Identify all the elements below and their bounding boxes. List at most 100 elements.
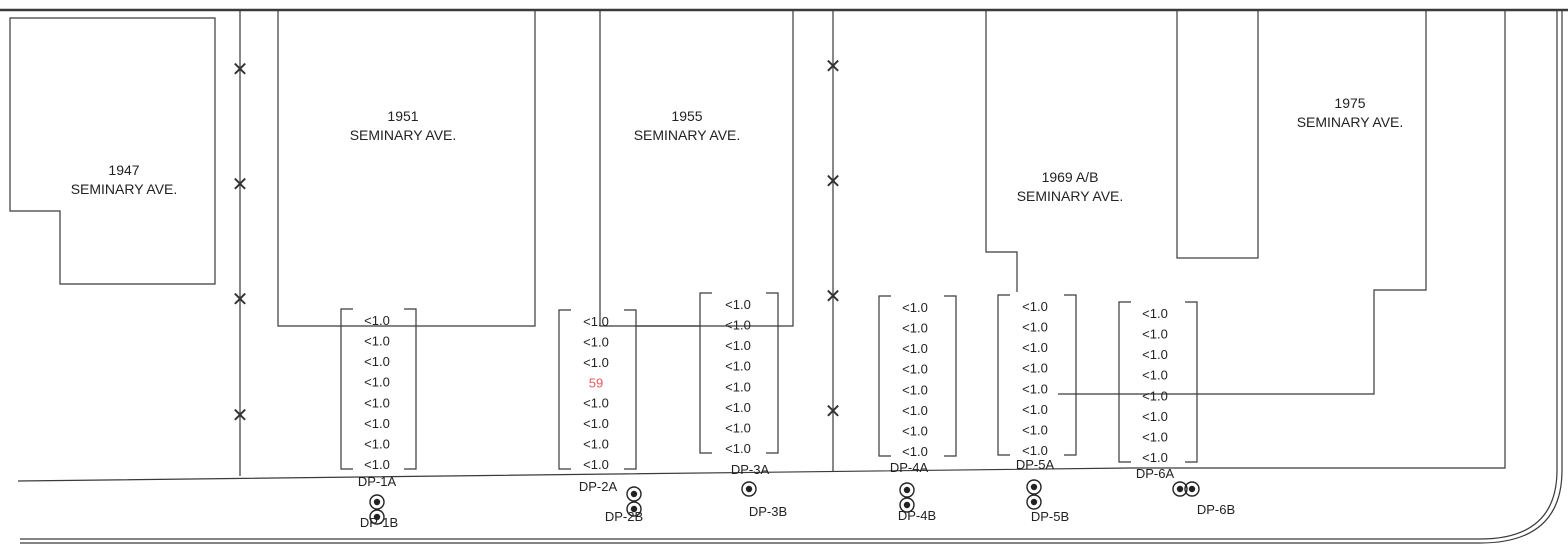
sample-value: <1.0 [583, 437, 609, 452]
bracket-left [878, 295, 891, 457]
sample-value: <1.0 [902, 403, 928, 418]
building-1969-outline [985, 10, 1018, 292]
fence-x-mark: ✕ [232, 287, 249, 311]
sample-marker-dot-icon [1176, 485, 1184, 493]
sample-result-columns: <1.0<1.0<1.0<1.0<1.0<1.0<1.0<1.0<1.0<1.0… [340, 292, 1198, 472]
sample-value: <1.0 [364, 334, 390, 349]
bracket-left [699, 292, 712, 454]
sample-point-label-b: DP-3B [749, 504, 787, 519]
building-street: SEMINARY AVE. [634, 127, 741, 143]
building-1951-outline [277, 10, 536, 327]
sample-value: <1.0 [364, 354, 390, 369]
bracket-right [766, 292, 779, 454]
sample-value: <1.0 [725, 359, 751, 374]
fence-marks-central: ✕ ✕ ✕ ✕ [825, 54, 842, 423]
sample-value: <1.0 [1142, 388, 1168, 403]
building-label-1955: 1955 SEMINARY AVE. [634, 108, 741, 143]
sample-column-dp1: <1.0 <1.0 <1.0 <1.0 <1.0 <1.0 <1.0 <1.0 [340, 308, 417, 472]
fence-marks-west: ✕ ✕ ✕ ✕ [232, 57, 249, 427]
sample-value: <1.0 [725, 420, 751, 435]
building-number: 1975 [1334, 95, 1365, 111]
sample-marker-dot-icon [1030, 483, 1038, 491]
sample-value: <1.0 [583, 334, 609, 349]
sample-point-label-a: DP-6A [1136, 466, 1175, 481]
bracket-left [997, 294, 1010, 456]
sample-value: <1.0 [725, 379, 751, 394]
sample-value: <1.0 [1142, 327, 1168, 342]
sample-marker-dot-icon [630, 490, 638, 498]
bracket-right [404, 308, 417, 470]
sample-value: <1.0 [1022, 422, 1048, 437]
sample-marker-dot-icon [1030, 498, 1038, 506]
building-number: 1951 [387, 108, 418, 124]
sample-value: <1.0 [364, 313, 390, 328]
sample-point-label-a: DP-1A [358, 474, 397, 489]
fence-x-mark: ✕ [825, 284, 842, 308]
bracket-left [558, 309, 571, 470]
sample-value: <1.0 [902, 321, 928, 336]
sample-column-dp3: <1.0 <1.0 <1.0 <1.0 <1.0 <1.0 <1.0 <1.0 [699, 292, 779, 456]
building-label-1975: 1975 SEMINARY AVE. [1297, 95, 1404, 130]
sample-value: <1.0 [1022, 340, 1048, 355]
building-label-1947: 1947 SEMINARY AVE. [71, 162, 178, 197]
building-number: 1955 [671, 108, 702, 124]
sample-value: <1.0 [902, 362, 928, 377]
sample-point-label-b: DP-2B [605, 509, 643, 524]
sample-point-label-b: DP-5B [1031, 509, 1069, 524]
sample-column-dp4: <1.0 <1.0 <1.0 <1.0 <1.0 <1.0 <1.0 <1.0 [878, 295, 957, 459]
sample-value: <1.0 [1142, 368, 1168, 383]
fence-x-mark: ✕ [825, 399, 842, 423]
sample-marker-ring-icon [626, 486, 642, 502]
sample-value: <1.0 [1022, 443, 1048, 458]
building-label-1951: 1951 SEMINARY AVE. [350, 108, 457, 143]
sample-value: <1.0 [1022, 299, 1048, 314]
sample-point-5: DP-5A DP-5B [1016, 457, 1069, 524]
sample-point-label-a: DP-5A [1016, 457, 1055, 472]
building-street: SEMINARY AVE. [350, 127, 457, 143]
sample-point-6: DP-6A DP-6B [1136, 466, 1235, 517]
building-1975-outline [1058, 10, 1427, 395]
sample-value: <1.0 [725, 297, 751, 312]
sample-value: 59 [589, 375, 603, 390]
fence-x-mark: ✕ [232, 403, 249, 427]
building-1947-outline [9, 17, 216, 285]
sample-point-4: DP-4A DP-4B [890, 460, 936, 523]
sidewalk-line [17, 10, 1506, 482]
bracket-right [1064, 294, 1077, 456]
sample-value: <1.0 [364, 416, 390, 431]
building-street: SEMINARY AVE. [1297, 114, 1404, 130]
sample-marker-dot-icon [903, 501, 911, 509]
sample-marker-ring-icon [369, 509, 385, 525]
sample-marker-dot-icon [903, 486, 911, 494]
sample-marker-dot-icon [630, 505, 638, 513]
sample-value: <1.0 [725, 400, 751, 415]
sample-value: <1.0 [725, 318, 751, 333]
sample-value: <1.0 [902, 444, 928, 459]
sample-point-3: DP-3A DP-3B [731, 462, 787, 519]
sample-point-label-b: DP-4B [898, 508, 936, 523]
sample-value: <1.0 [364, 457, 390, 472]
bracket-right [624, 309, 637, 470]
sample-value: <1.0 [1022, 361, 1048, 376]
sample-value: <1.0 [902, 423, 928, 438]
sample-points: DP-1A DP-1B DP-2A DP-2B DP-3A DP-3B DP-4A DP-4B… [358, 457, 1235, 530]
sample-point-label-a: DP-2A [579, 479, 618, 494]
sample-value: <1.0 [902, 341, 928, 356]
building-1955-outline [599, 10, 794, 327]
sample-marker-dot-icon [373, 498, 381, 506]
sample-value: <1.0 [583, 396, 609, 411]
sample-value: <1.0 [1142, 409, 1168, 424]
sample-value: <1.0 [902, 382, 928, 397]
sample-value: <1.0 [902, 300, 928, 315]
sample-value: <1.0 [1142, 306, 1168, 321]
sample-value: <1.0 [1142, 429, 1168, 444]
building-number: 1969 A/B [1042, 169, 1099, 185]
sample-point-2: DP-2A DP-2B [579, 479, 643, 524]
bracket-right [944, 295, 957, 457]
sample-point-1: DP-1A DP-1B [358, 474, 398, 530]
sample-marker-dot-icon [745, 485, 753, 493]
sample-marker-ring-icon [1184, 481, 1200, 497]
bracket-left [340, 308, 353, 470]
